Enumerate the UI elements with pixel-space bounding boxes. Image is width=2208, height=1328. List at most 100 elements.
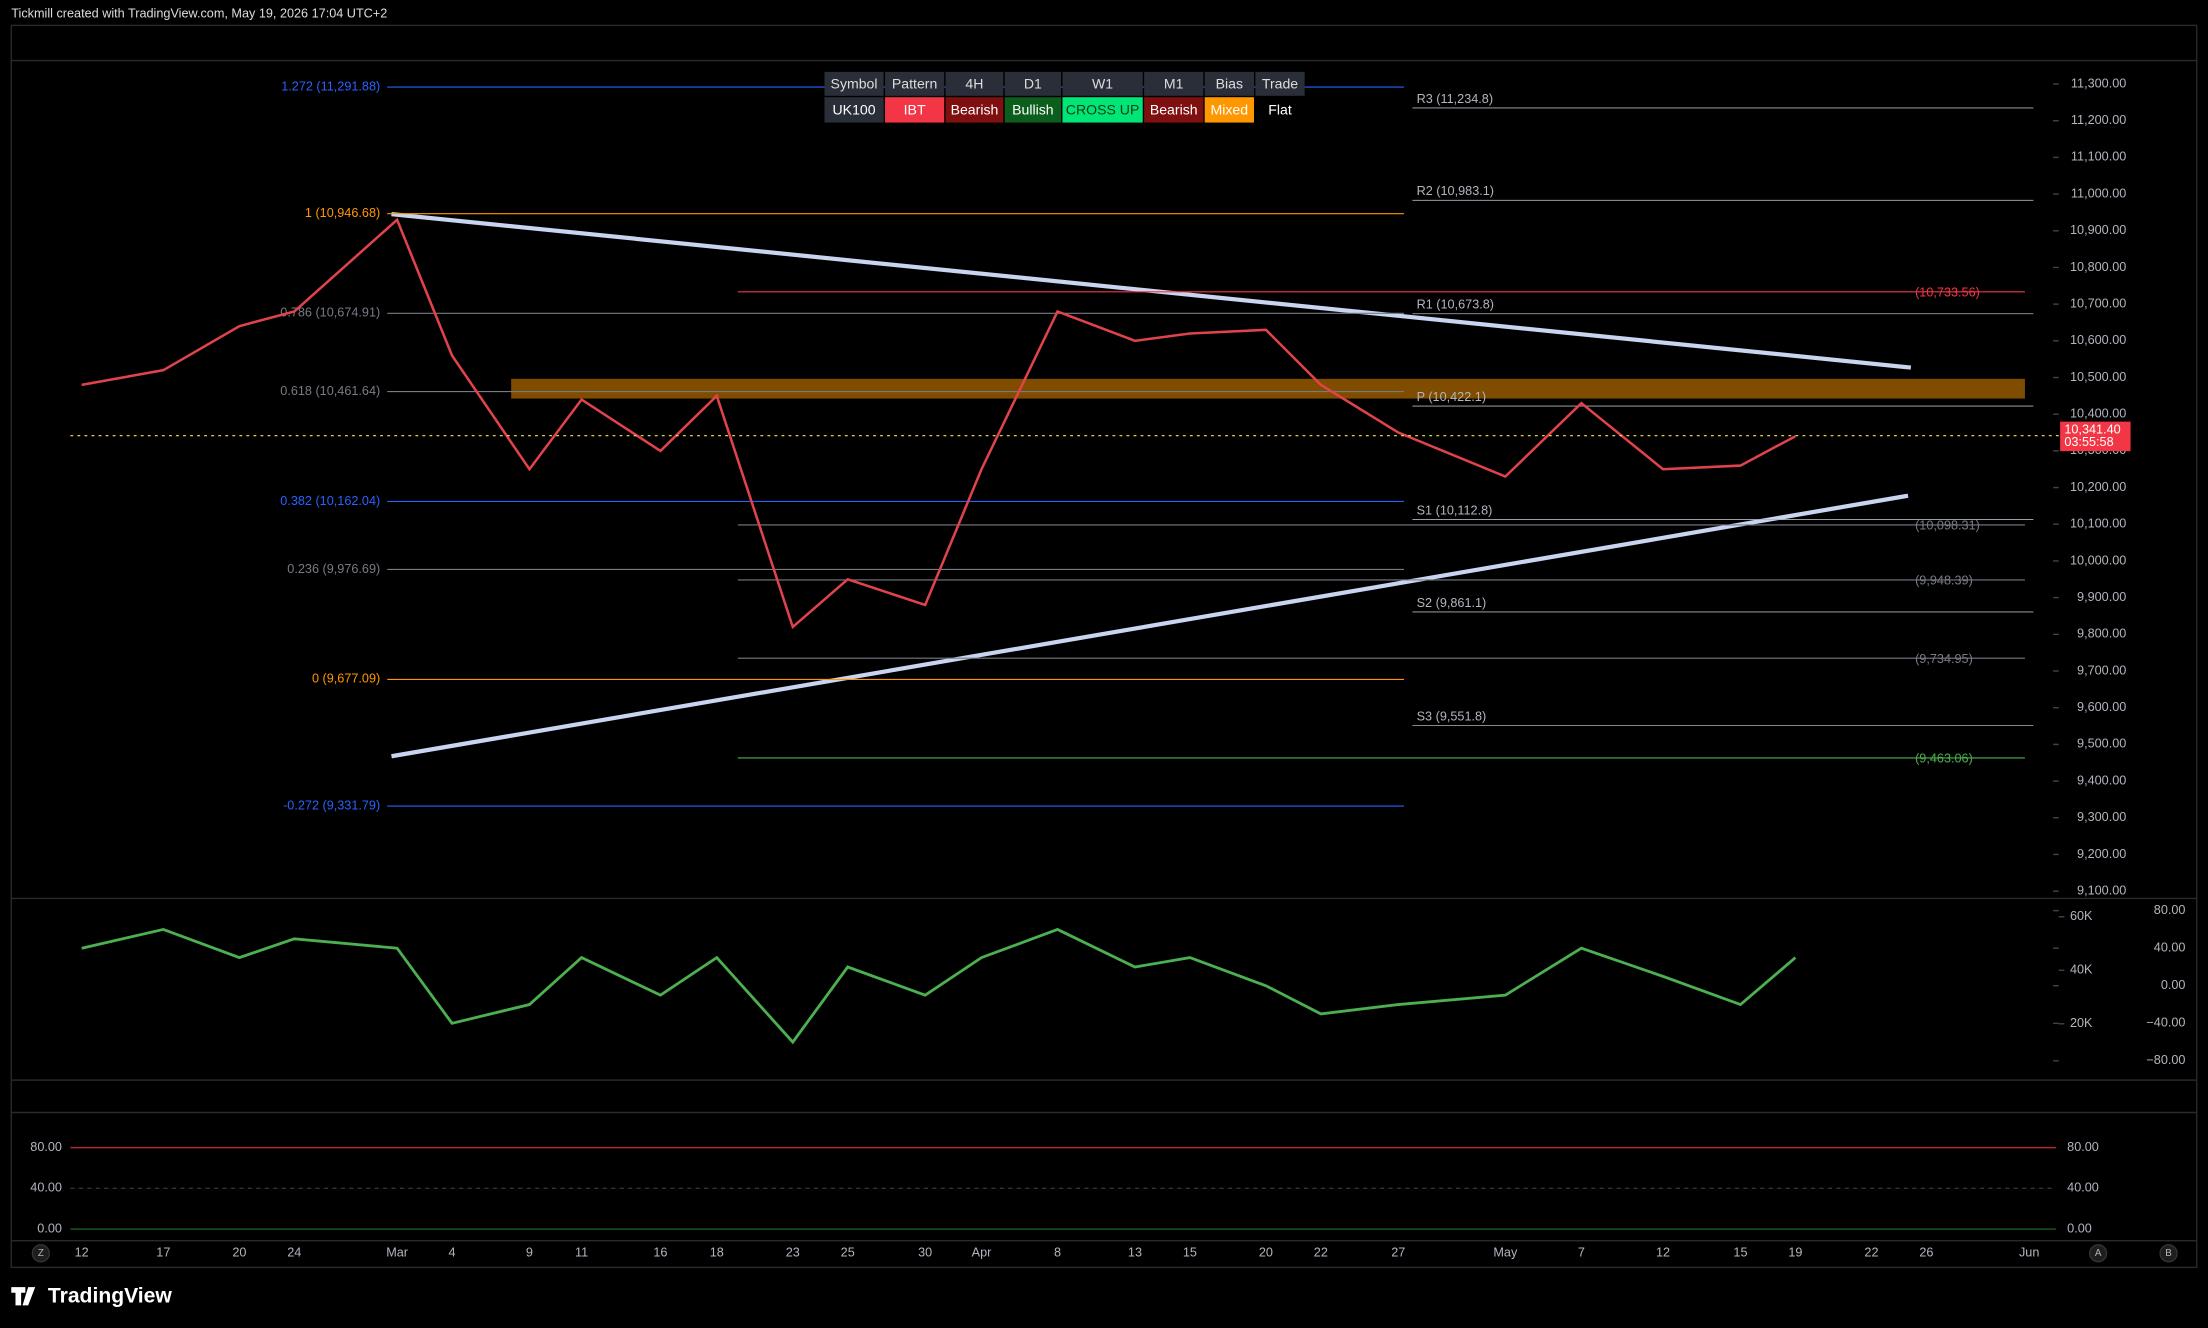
y-tick-label: 9,200.00 (2077, 847, 2126, 861)
x-tick-label: 20 (1259, 1246, 1273, 1260)
control-label: B (2165, 1248, 2172, 1259)
table-header-cell (1255, 71, 1305, 96)
x-tick-label: 19 (1788, 1246, 1802, 1260)
fib-label: 1.272 (11,291.88) (281, 79, 380, 93)
table-header-cell (885, 71, 945, 96)
stoch-tick-label: 80.00 (2067, 1140, 2099, 1154)
table-header-cell (945, 71, 1004, 96)
table-cell (885, 97, 945, 123)
x-tick-label: 11 (575, 1246, 588, 1260)
table-cell (1062, 97, 1143, 123)
table-header-cell (1204, 71, 1254, 96)
x-tick-label: 12 (75, 1246, 89, 1260)
stoch-tick-label: 0.00 (2067, 1221, 2092, 1235)
table-header-text: 4H (965, 75, 983, 91)
x-tick-label: 15 (1733, 1246, 1747, 1260)
control-button (2089, 1244, 2108, 1263)
table-cell (1204, 97, 1254, 123)
pivot-label: P (10,422.1) (1417, 390, 1486, 404)
countdown-label: 03:55:58 (2064, 435, 2113, 449)
x-tick-label: 13 (1128, 1246, 1142, 1260)
price-level-label: (10,733.56) (1915, 286, 1980, 300)
table-cell-text: Mixed (1211, 101, 1249, 117)
fib-label: 0.786 (10,674.91) (280, 306, 380, 320)
last-price-tag (2060, 421, 2131, 452)
pivot-label: S2 (9,861.1) (1417, 596, 1487, 610)
price-line (81, 217, 1797, 630)
osc-tick-label: 0.00 (2161, 978, 2186, 992)
table-header-text: Symbol (831, 75, 878, 91)
x-tick-label: 26 (1919, 1246, 1933, 1260)
fib-label: 0.618 (10,461.64) (280, 384, 380, 398)
x-tick-label: 20 (232, 1246, 246, 1260)
table-cell (1255, 97, 1305, 123)
x-tick-label: 18 (710, 1246, 724, 1260)
control-label: Z (38, 1248, 44, 1259)
y-tick-label: 9,900.00 (2077, 590, 2126, 604)
y-tick-label: 11,100.00 (2071, 150, 2126, 164)
table-cell-text: CROSS UP (1066, 101, 1140, 117)
y-tick-label: 10,400.00 (2070, 407, 2126, 421)
x-tick-label: 8 (1054, 1246, 1061, 1260)
y-tick-label: 10,900.00 (2070, 223, 2126, 237)
volume-tick-label: 20K (2070, 1016, 2093, 1030)
volume-tick-label: 40K (2070, 963, 2093, 977)
x-tick-label: 16 (653, 1246, 667, 1260)
header-title: Tickmill created with TradingView.com, M… (11, 6, 387, 20)
table-cell-text: Bearish (951, 101, 999, 117)
x-tick-label: Jun (2019, 1246, 2039, 1260)
x-tick-label: 25 (841, 1246, 855, 1260)
brand-logo (11, 1287, 36, 1306)
x-tick-label: 4 (448, 1246, 455, 1260)
y-tick-label: 11,200.00 (2071, 113, 2126, 127)
table-header-cell (1144, 71, 1204, 96)
table-header-text: D1 (1024, 75, 1042, 91)
x-tick-label: Mar (386, 1246, 408, 1260)
fib-label: 0.382 (10,162.04) (280, 494, 380, 508)
volume-tick-label: 60K (2070, 909, 2093, 923)
y-tick-label: 9,600.00 (2077, 700, 2126, 714)
y-tick-label: 10,100.00 (2070, 517, 2126, 531)
table-header-cell (1004, 71, 1062, 96)
fib-label: 1 (10,946.68) (305, 206, 380, 220)
supply-zone (511, 378, 2025, 399)
y-tick-label: 10,600.00 (2070, 333, 2126, 347)
stoch-tick-label: 0.00 (37, 1221, 62, 1235)
x-tick-label: May (1493, 1246, 1518, 1260)
table-header-text: Bias (1216, 75, 1243, 91)
table-cell (824, 97, 884, 123)
fib-label: 0.236 (9,976.69) (287, 562, 380, 576)
y-tick-label: 9,700.00 (2077, 663, 2126, 677)
x-tick-label: 12 (1656, 1246, 1670, 1260)
control-button (2159, 1244, 2178, 1263)
osc-tick-label: −80.00 (2146, 1053, 2185, 1067)
table-cell-text: IBT (904, 101, 926, 117)
price-level-label: (9,734.95) (1915, 652, 1973, 666)
y-tick-label: 9,300.00 (2077, 810, 2126, 824)
table-header-cell (824, 71, 884, 96)
table-cell (945, 97, 1004, 123)
y-tick-label: 10,500.00 (2070, 370, 2126, 384)
price-level-label: (9,463.06) (1915, 752, 1973, 766)
last-price-label: 10,341.40 (2064, 422, 2120, 436)
price-level-label: (10,098.31) (1915, 519, 1980, 533)
y-tick-label: 9,400.00 (2077, 773, 2126, 787)
pivot-label: S1 (10,112.8) (1417, 503, 1493, 517)
pivot-label: R1 (10,673.8) (1417, 298, 1494, 312)
stoch-tick-label: 80.00 (30, 1140, 62, 1154)
oscillator-line (81, 927, 1797, 1045)
table-cell (1004, 97, 1062, 123)
x-tick-label: 27 (1391, 1246, 1405, 1260)
table-cell-text: Flat (1268, 101, 1292, 117)
table-cell-text: Bullish (1012, 101, 1053, 117)
x-tick-label: 23 (786, 1246, 800, 1260)
table-header-cell (1062, 71, 1143, 96)
pivot-label: R2 (10,983.1) (1417, 184, 1494, 198)
x-tick-label: 30 (918, 1246, 932, 1260)
y-tick-label: 9,500.00 (2077, 737, 2126, 751)
stoch-tick-label: 40.00 (2067, 1181, 2099, 1195)
table-header-text: Trade (1262, 75, 1298, 91)
table-cell-text: Bearish (1150, 101, 1198, 117)
